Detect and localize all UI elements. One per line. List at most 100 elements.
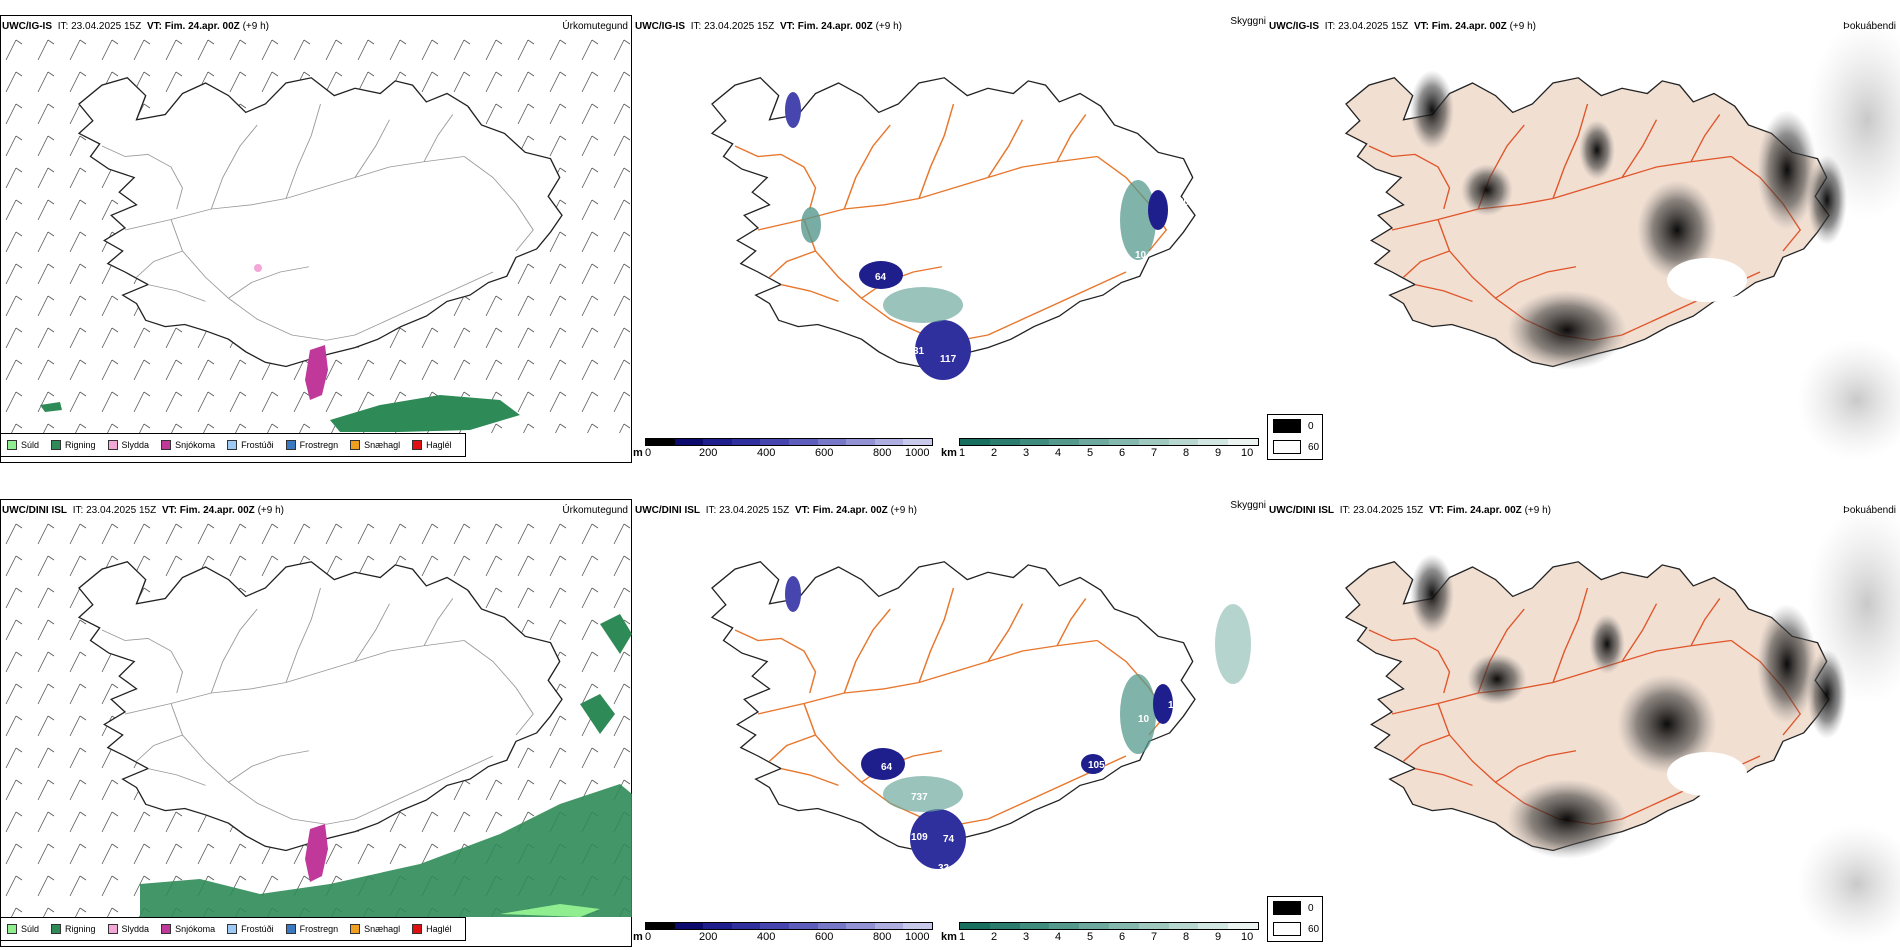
scale-tick: 4 (1055, 931, 1062, 943)
scale-color-step (703, 923, 732, 929)
legend-item: Haglél (412, 924, 452, 934)
fog-panel-bottom: UWC/DINI ISL IT: 23.04.2025 15Z VT: Fim.… (1267, 484, 1900, 950)
vt-value: Fim. 24.apr. 00Z (812, 505, 888, 516)
scale-tick: 1 (959, 447, 966, 459)
legend-swatch-freezing-drizzle (227, 440, 238, 450)
model-name: UWC/DINI ISL (2, 505, 67, 516)
scale-color-step (760, 923, 789, 929)
scale-color-step (989, 923, 1020, 929)
panel-title: UWC/IG-IS IT: 23.04.2025 15Z VT: Fim. 24… (1269, 21, 1536, 32)
scale-tick: 800 (873, 931, 892, 943)
legend-swatch-drizzle (7, 924, 17, 934)
scale-bar (959, 922, 1259, 930)
scale-unit: km (941, 931, 957, 943)
lead-time: (+9 h) (890, 505, 917, 516)
visibility-label: 95 (933, 388, 945, 399)
scale-color-step (760, 439, 789, 445)
precip-type-legend: Súld Rigning Slydda Snjókoma Frostúði Fr… (0, 433, 466, 457)
fog-legend-swatch-max (1273, 440, 1301, 454)
scale-tick: 600 (815, 447, 834, 459)
legend-swatch-rain (51, 924, 62, 934)
scale-color-step (674, 923, 704, 929)
fog-legend-top: 0 60 (1267, 414, 1323, 460)
product-name: Þokuábendi (1843, 505, 1896, 516)
scale-color-step (1108, 439, 1139, 445)
visibility-label: 31 (913, 346, 925, 357)
legend-swatch-freezing-rain (285, 924, 296, 934)
scale-color-step (960, 439, 990, 445)
product-name: Úrkomutegund (562, 21, 628, 32)
visibility-label: 64 (881, 762, 893, 773)
scale-bar (645, 438, 933, 446)
scale-color-step (846, 923, 875, 929)
legend-item: Slydda (107, 924, 149, 934)
scale-color-step (960, 923, 990, 929)
scale-color-step (874, 439, 904, 445)
rain-area (140, 784, 632, 917)
visibility-label: 20 (1178, 197, 1190, 208)
visibility-label: 737 (911, 792, 928, 803)
map-frame (0, 15, 632, 463)
legend-swatch-snow (161, 924, 172, 934)
scale-tick: 600 (815, 931, 834, 943)
scale-tick: 3 (1023, 931, 1030, 943)
legend-item: Snæhagl (350, 924, 400, 934)
scale-tick: 200 (699, 931, 718, 943)
scale-tick: 0 (645, 931, 652, 943)
scale-color-step (1049, 923, 1080, 929)
scale-color-step (1138, 923, 1169, 929)
visibility-label: 33 (938, 863, 950, 874)
scale-color-step (1198, 439, 1229, 445)
panel-title: UWC/IG-IS IT: 23.04.2025 15Z VT: Fim. 24… (2, 21, 269, 32)
scale-tick: 400 (757, 931, 776, 943)
model-name: UWC/DINI ISL (1269, 505, 1334, 516)
scale-color-step (1019, 439, 1050, 445)
drizzle-area (500, 904, 600, 917)
scale-color-step (1138, 439, 1169, 445)
scale-tick: 200 (699, 447, 718, 459)
visibility-scale-m: m 0 200 400 600 800 1000 (633, 438, 933, 460)
vt-label: VT: (794, 505, 810, 516)
scale-color-step (1198, 923, 1229, 929)
scale-tick: 6 (1119, 931, 1126, 943)
legend-item: Haglél (412, 440, 452, 450)
panel-title: UWC/DINI ISL IT: 23.04.2025 15Z VT: Fim.… (2, 505, 284, 516)
scale-tick: 8 (1183, 931, 1190, 943)
scale-color-step (1079, 923, 1109, 929)
scale-color-step (903, 439, 932, 445)
scale-unit: m (633, 447, 643, 459)
legend-item: Rigning (51, 924, 96, 934)
panel-title: UWC/IG-IS IT: 23.04.2025 15Z VT: Fim. 24… (635, 21, 902, 32)
it-label: IT: (57, 21, 69, 32)
visibility-label: 11 (1168, 220, 1179, 231)
model-name: UWC/DINI ISL (635, 505, 700, 516)
it-label: IT: (1324, 21, 1336, 32)
scale-color-step (1079, 439, 1109, 445)
legend-item: Frostregn (285, 924, 338, 934)
scale-color-step (846, 439, 875, 445)
vt-value: Fim. 24.apr. 00Z (179, 505, 255, 516)
scale-bar (645, 922, 933, 930)
panel-title: UWC/DINI ISL IT: 23.04.2025 15Z VT: Fim.… (1269, 505, 1551, 516)
scale-tick: 2 (991, 447, 998, 459)
legend-swatch-hail (412, 924, 423, 934)
scale-tick: 400 (757, 447, 776, 459)
scale-color-step (874, 923, 904, 929)
product-name: Úrkomutegund (562, 505, 628, 516)
model-name: UWC/IG-IS (2, 21, 52, 32)
visibility-label: 62 (898, 744, 910, 755)
scale-color-step (1168, 439, 1199, 445)
scale-tick: 7 (1151, 931, 1158, 943)
visibility-map: 64 66 10 117 95 10 11 20 31 (711, 77, 1196, 399)
model-name: UWC/IG-IS (635, 21, 685, 32)
it-value: 23.04.2025 15Z (1353, 505, 1424, 516)
legend-swatch-graupel (350, 924, 361, 934)
scale-color-step (788, 439, 818, 445)
legend-swatch-sleet (107, 924, 118, 934)
legend-item: Súld (7, 440, 39, 450)
scale-tick: 2 (991, 931, 998, 943)
it-value: 23.04.2025 15Z (1338, 21, 1409, 32)
scale-tick: 9 (1215, 931, 1222, 943)
visibility-label: 109 (911, 832, 928, 843)
scale-tick: 5 (1087, 447, 1094, 459)
